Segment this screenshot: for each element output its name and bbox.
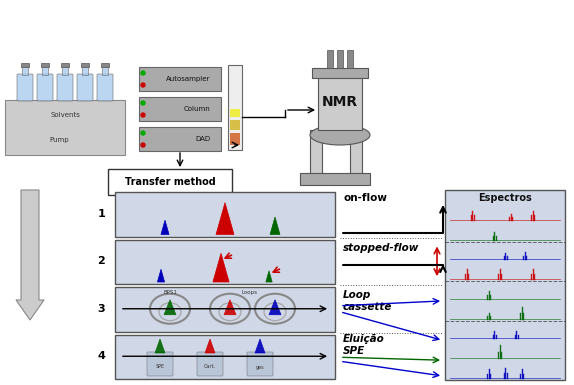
Polygon shape	[266, 271, 272, 282]
Polygon shape	[205, 339, 215, 353]
FancyBboxPatch shape	[41, 63, 49, 67]
FancyBboxPatch shape	[350, 130, 362, 180]
FancyBboxPatch shape	[115, 287, 335, 331]
Text: SPE: SPE	[156, 365, 165, 370]
Text: ges: ges	[255, 365, 264, 370]
Text: 4: 4	[97, 351, 105, 361]
FancyBboxPatch shape	[139, 127, 221, 151]
FancyBboxPatch shape	[108, 169, 232, 195]
FancyBboxPatch shape	[247, 352, 273, 376]
Text: on-flow: on-flow	[343, 193, 387, 203]
Text: Solvents: Solvents	[50, 112, 80, 119]
FancyBboxPatch shape	[57, 74, 73, 101]
Text: Transfer method: Transfer method	[125, 177, 215, 187]
Text: Column: Column	[183, 106, 210, 112]
FancyBboxPatch shape	[230, 109, 240, 117]
FancyBboxPatch shape	[115, 335, 335, 379]
Text: Cart.: Cart.	[204, 365, 216, 370]
FancyBboxPatch shape	[42, 67, 48, 75]
Text: 1: 1	[97, 209, 105, 219]
FancyBboxPatch shape	[17, 74, 33, 101]
FancyBboxPatch shape	[81, 63, 89, 67]
Polygon shape	[269, 300, 281, 315]
Polygon shape	[161, 220, 169, 234]
FancyBboxPatch shape	[300, 173, 370, 185]
Circle shape	[141, 113, 145, 117]
FancyBboxPatch shape	[445, 190, 565, 380]
Text: 2: 2	[97, 256, 105, 266]
FancyBboxPatch shape	[102, 67, 108, 75]
FancyBboxPatch shape	[101, 63, 109, 67]
FancyBboxPatch shape	[62, 67, 68, 75]
Text: BPS1: BPS1	[163, 290, 177, 295]
Text: Autosampler: Autosampler	[166, 76, 210, 82]
FancyBboxPatch shape	[230, 133, 240, 145]
FancyBboxPatch shape	[82, 67, 88, 75]
Text: Loops: Loops	[242, 290, 258, 295]
FancyBboxPatch shape	[310, 130, 322, 180]
Polygon shape	[164, 300, 176, 315]
FancyBboxPatch shape	[22, 67, 28, 75]
Polygon shape	[255, 339, 265, 353]
Polygon shape	[213, 253, 229, 282]
Circle shape	[141, 101, 145, 105]
FancyBboxPatch shape	[228, 65, 242, 150]
FancyBboxPatch shape	[312, 68, 368, 78]
Text: Espectros: Espectros	[478, 193, 532, 203]
FancyBboxPatch shape	[147, 352, 173, 376]
FancyBboxPatch shape	[139, 97, 221, 121]
Text: Pump: Pump	[49, 137, 69, 142]
Text: DAD: DAD	[195, 136, 210, 142]
Polygon shape	[216, 203, 234, 234]
Circle shape	[141, 131, 145, 135]
FancyBboxPatch shape	[61, 63, 69, 67]
FancyArrow shape	[16, 190, 44, 320]
FancyBboxPatch shape	[115, 192, 335, 236]
Text: stopped-flow: stopped-flow	[343, 243, 420, 253]
FancyBboxPatch shape	[230, 120, 240, 130]
FancyBboxPatch shape	[115, 239, 335, 284]
Ellipse shape	[310, 125, 370, 145]
FancyBboxPatch shape	[337, 50, 343, 68]
Text: NMR: NMR	[322, 95, 358, 109]
Circle shape	[141, 71, 145, 75]
Polygon shape	[155, 339, 165, 353]
FancyBboxPatch shape	[37, 74, 53, 101]
FancyBboxPatch shape	[5, 100, 125, 155]
Circle shape	[141, 143, 145, 147]
Polygon shape	[270, 217, 280, 234]
FancyBboxPatch shape	[139, 67, 221, 91]
Text: Loop
cassette: Loop cassette	[343, 290, 393, 311]
FancyBboxPatch shape	[21, 63, 29, 67]
Polygon shape	[224, 300, 236, 315]
FancyBboxPatch shape	[347, 50, 353, 68]
FancyBboxPatch shape	[318, 75, 362, 130]
Text: Eluição
SPE: Eluição SPE	[343, 335, 385, 356]
Circle shape	[141, 83, 145, 87]
FancyBboxPatch shape	[97, 74, 113, 101]
FancyBboxPatch shape	[327, 50, 333, 68]
FancyBboxPatch shape	[77, 74, 93, 101]
FancyBboxPatch shape	[197, 352, 223, 376]
Polygon shape	[157, 269, 165, 282]
Text: 3: 3	[98, 304, 105, 314]
